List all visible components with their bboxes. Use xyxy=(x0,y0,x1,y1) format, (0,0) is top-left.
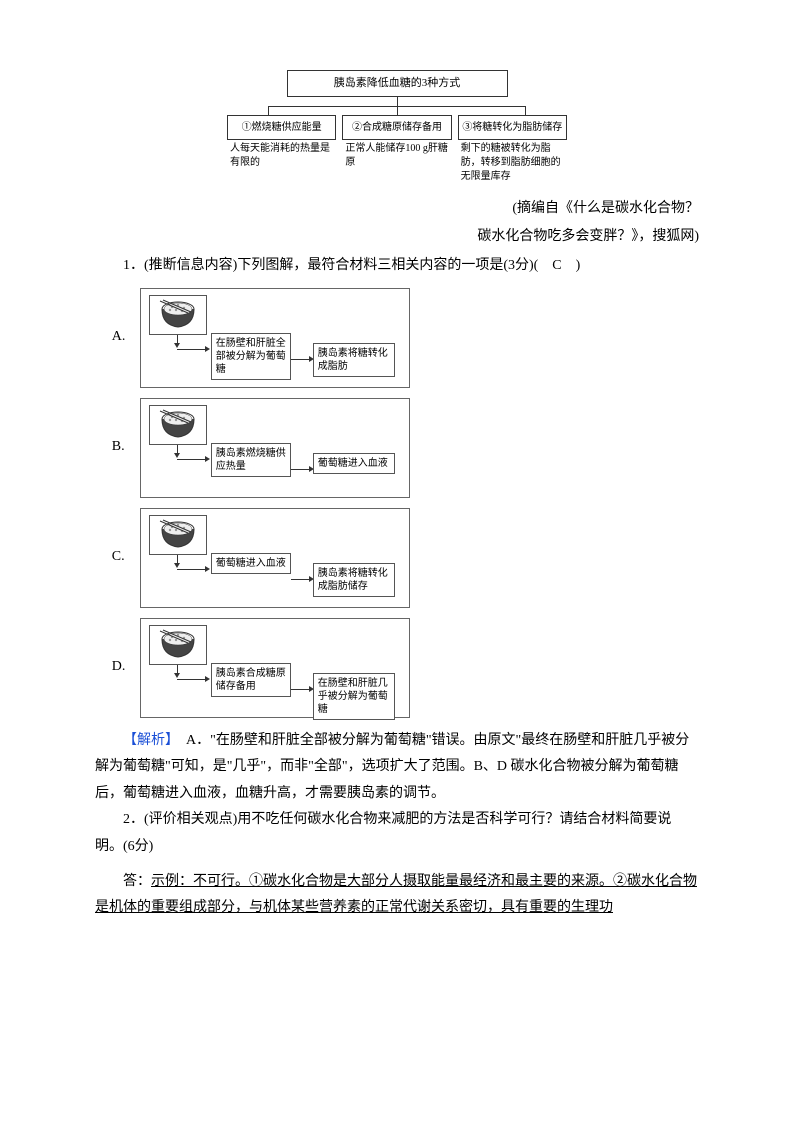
answer-label: 答： xyxy=(123,874,151,889)
arrow-icon xyxy=(291,469,309,470)
tree-row: ①燃烧糖供应能量 人每天能消耗的热量是有限的 ②合成糖原储存备用 正常人能储存1… xyxy=(227,115,567,186)
step-box-1: 葡萄糖进入血液 xyxy=(211,553,291,574)
option-label: B. xyxy=(112,434,140,461)
question-1: 1．(推断信息内容)下列图解，最符合材料三相关内容的一项是(3分)( C ) xyxy=(95,253,699,280)
options-container: A. 在肠壁和肝脏全部被分解为葡萄糖胰岛素将糖转化成脂肪B. 胰岛素燃烧糖供应热… xyxy=(95,288,699,718)
bowl-box xyxy=(149,515,207,555)
arrow-icon xyxy=(177,349,205,350)
tree-cell-head: ①燃烧糖供应能量 xyxy=(227,115,336,140)
source-line-1: (摘编自《什么是碳水化合物？ xyxy=(95,196,699,223)
bowl-box xyxy=(149,625,207,665)
option-diagram: 胰岛素合成糖原储存备用在肠壁和肝脏几乎被分解为葡萄糖 xyxy=(140,618,410,718)
tree-connector xyxy=(227,97,567,115)
analysis-body: A．"在肠壁和肝脏全部被分解为葡萄糖"错误。由原文"最终在肠壁和肝脏几乎被分解为… xyxy=(95,733,689,801)
option-row: A. 在肠壁和肝脏全部被分解为葡萄糖胰岛素将糖转化成脂肪 xyxy=(112,288,699,388)
analysis-label: 【解析】 xyxy=(123,733,172,748)
rice-bowl-icon xyxy=(154,299,202,331)
option-row: B. 胰岛素燃烧糖供应热量 葡萄糖进入血液 xyxy=(112,398,699,498)
option-row: D. 胰岛素合成糖原储存备用在肠壁和肝脏几乎被分解为葡萄糖 xyxy=(112,618,699,718)
option-label: A. xyxy=(112,324,140,351)
arrow-icon xyxy=(177,555,178,563)
tree-cell-desc: 正常人能储存100 g肝糖原 xyxy=(342,140,451,172)
tree-cell-head: ②合成糖原储存备用 xyxy=(342,115,451,140)
step-box-2: 胰岛素将糖转化成脂肪储存 xyxy=(313,563,395,597)
step-box-2: 在肠壁和肝脏几乎被分解为葡萄糖 xyxy=(313,673,395,720)
analysis-paragraph: 【解析】 A．"在肠壁和肝脏全部被分解为葡萄糖"错误。由原文"最终在肠壁和肝脏几… xyxy=(95,728,699,808)
step-box-1: 在肠壁和肝脏全部被分解为葡萄糖 xyxy=(211,333,291,380)
bowl-box xyxy=(149,295,207,335)
answer-line: 答：示例：不可行。①碳水化合物是大部分人摄取能量最经济和最主要的来源。②碳水化合… xyxy=(95,869,699,922)
tree-cell-desc: 人每天能消耗的热量是有限的 xyxy=(227,140,336,172)
arrow-icon xyxy=(291,579,309,580)
question-2: 2．(评价相关观点)用不吃任何碳水化合物来减肥的方法是否科学可行？请结合材料简要… xyxy=(95,807,699,860)
option-diagram: 在肠壁和肝脏全部被分解为葡萄糖胰岛素将糖转化成脂肪 xyxy=(140,288,410,388)
rice-bowl-icon xyxy=(154,409,202,441)
arrow-icon xyxy=(291,689,309,690)
arrow-icon xyxy=(177,459,205,460)
arrow-icon xyxy=(177,445,178,453)
step-box-2: 葡萄糖进入血液 xyxy=(313,453,395,474)
top-tree-diagram: 胰岛素降低血糖的3种方式 ①燃烧糖供应能量 人每天能消耗的热量是有限的 ②合成糖… xyxy=(227,70,567,186)
step-box-2: 胰岛素将糖转化成脂肪 xyxy=(313,343,395,377)
source-line-2: 碳水化合物吃多会变胖？》，搜狐网) xyxy=(95,224,699,251)
tree-title: 胰岛素降低血糖的3种方式 xyxy=(287,70,508,97)
tree-cell-desc: 剩下的糖被转化为脂肪，转移到脂肪细胞的无限量库存 xyxy=(458,140,567,186)
step-box-1: 胰岛素合成糖原储存备用 xyxy=(211,663,291,697)
rice-bowl-icon xyxy=(154,519,202,551)
option-diagram: 葡萄糖进入血液 胰岛素将糖转化成脂肪储存 xyxy=(140,508,410,608)
step-box-1: 胰岛素燃烧糖供应热量 xyxy=(211,443,291,477)
arrow-icon xyxy=(177,665,178,673)
answer-text: 示例：不可行。①碳水化合物是大部分人摄取能量最经济和最主要的来源。②碳水化合物是… xyxy=(95,874,697,916)
option-row: C. 葡萄糖进入血液 胰岛素将糖转化成脂肪储存 xyxy=(112,508,699,608)
tree-cell-head: ③将糖转化为脂肪储存 xyxy=(458,115,567,140)
arrow-icon xyxy=(177,679,205,680)
arrow-icon xyxy=(177,569,205,570)
arrow-icon xyxy=(291,359,309,360)
rice-bowl-icon xyxy=(154,629,202,661)
option-diagram: 胰岛素燃烧糖供应热量 葡萄糖进入血液 xyxy=(140,398,410,498)
option-label: C. xyxy=(112,544,140,571)
option-label: D. xyxy=(112,654,140,681)
bowl-box xyxy=(149,405,207,445)
arrow-icon xyxy=(177,335,178,343)
